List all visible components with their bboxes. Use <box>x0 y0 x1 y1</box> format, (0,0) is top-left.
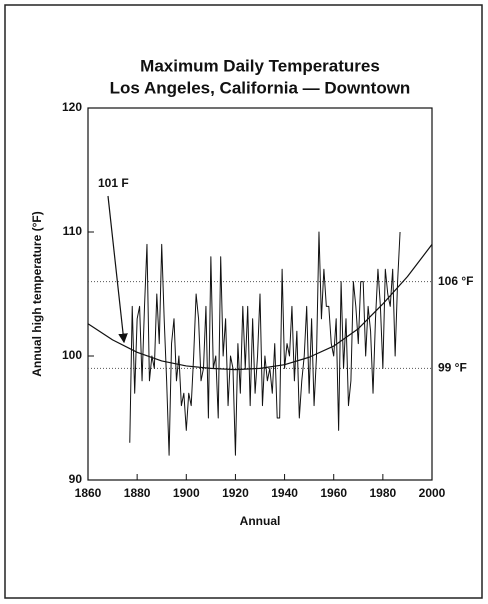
annotation: 101 F <box>98 176 129 190</box>
reference-label: 106 °F <box>438 274 473 288</box>
x-axis-label: Annual <box>240 514 281 528</box>
y-axis-label: Annual high temperature (°F) <box>30 211 44 376</box>
x-tick-label: 1940 <box>271 486 298 500</box>
reference-label: 99 °F <box>438 361 467 375</box>
x-tick-label: 1920 <box>222 486 249 500</box>
x-tick-label: 1860 <box>75 486 102 500</box>
y-tick-label: 90 <box>69 472 83 486</box>
y-tick-label: 120 <box>62 100 82 114</box>
x-tick-label: 1960 <box>320 486 347 500</box>
annotation-arrow <box>107 195 128 344</box>
x-tick-label: 2000 <box>419 486 446 500</box>
trend-line <box>87 244 433 371</box>
frame <box>4 4 483 599</box>
x-tick-label: 1880 <box>124 486 151 500</box>
chart-subtitle: Los Angeles, California — Downtown <box>110 78 411 97</box>
x-tick-label: 1900 <box>173 486 200 500</box>
plot-area <box>87 107 433 481</box>
x-tick-label: 1980 <box>370 486 397 500</box>
chart-title: Maximum Daily Temperatures <box>140 56 380 75</box>
data-line <box>129 231 401 456</box>
y-tick-label: 100 <box>62 348 82 362</box>
y-tick-label: 110 <box>63 224 83 238</box>
